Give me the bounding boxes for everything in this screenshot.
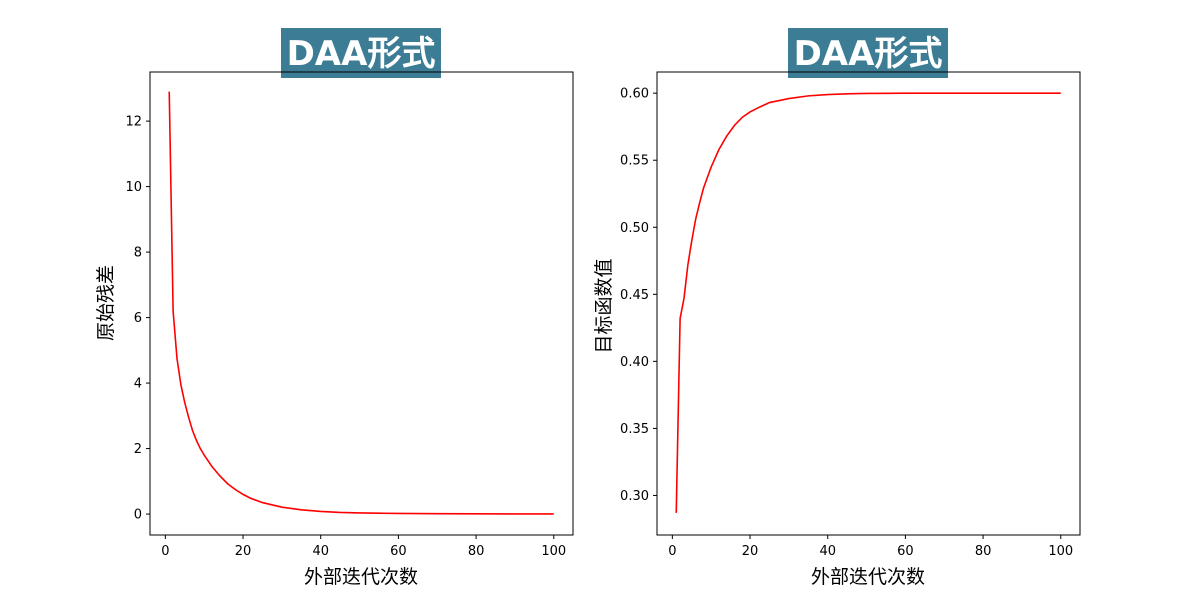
y-tick-label: 8 (134, 246, 142, 261)
y-axis: 0.30 0.35 0.40 0.45 0.50 0.55 0.60 (620, 87, 657, 504)
y-tick-label: 0.60 (620, 87, 649, 102)
y-tick-label: 4 (134, 377, 142, 392)
y-tick-label: 0.45 (620, 288, 649, 303)
y-axis-title: 原始残差 (95, 265, 117, 341)
x-axis: 0 20 40 60 80 100 (161, 535, 566, 559)
x-tick-label: 100 (1048, 544, 1073, 559)
x-tick-label: 40 (819, 544, 836, 559)
y-tick-label: 0.40 (620, 355, 649, 370)
y-tick-label: 12 (125, 115, 142, 130)
y-axis: 0 2 4 6 8 10 12 (125, 115, 150, 523)
title-background (281, 28, 441, 78)
x-tick-label: 20 (742, 544, 759, 559)
x-tick-label: 60 (390, 544, 407, 559)
series-line (168, 91, 554, 515)
y-tick-label: 0.30 (620, 489, 649, 504)
x-tick-label: 0 (161, 544, 169, 559)
y-tick-label: 2 (134, 442, 142, 457)
plot-area (149, 71, 574, 536)
y-tick-label: 0.50 (620, 221, 649, 236)
x-tick-label: 60 (897, 544, 914, 559)
chart-title: DAA形式 (794, 34, 943, 74)
title-background (788, 28, 948, 78)
chart-residual: DAA形式 0 20 40 60 80 100 0 2 4 6 8 10 12 外部迭代次数 原始残差 (95, 28, 574, 588)
x-tick-label: 0 (668, 544, 676, 559)
chart-title: DAA形式 (287, 34, 436, 74)
series-line (675, 92, 1061, 513)
x-tick-label: 80 (975, 544, 992, 559)
chart-objective: DAA形式 0 20 40 60 80 100 0.300.350.400.450.500… (593, 28, 1081, 588)
y-tick-label: 10 (125, 180, 142, 195)
x-tick-label: 80 (468, 544, 485, 559)
x-axis: 0 20 40 60 80 100 (668, 535, 1073, 559)
x-tick-label: 40 (312, 544, 329, 559)
y-tick-label: 0 (134, 508, 142, 523)
y-tick-label: 0.55 (620, 154, 649, 169)
y-axis-title: 目标函数值 (593, 258, 615, 353)
plot-area (656, 71, 1081, 536)
y-tick-label: 6 (134, 311, 142, 326)
x-tick-label: 100 (541, 544, 566, 559)
y-tick-label: 0.35 (620, 422, 649, 437)
x-axis-title: 外部迭代次数 (304, 566, 418, 588)
x-axis-title: 外部迭代次数 (811, 566, 925, 588)
x-tick-label: 20 (235, 544, 252, 559)
